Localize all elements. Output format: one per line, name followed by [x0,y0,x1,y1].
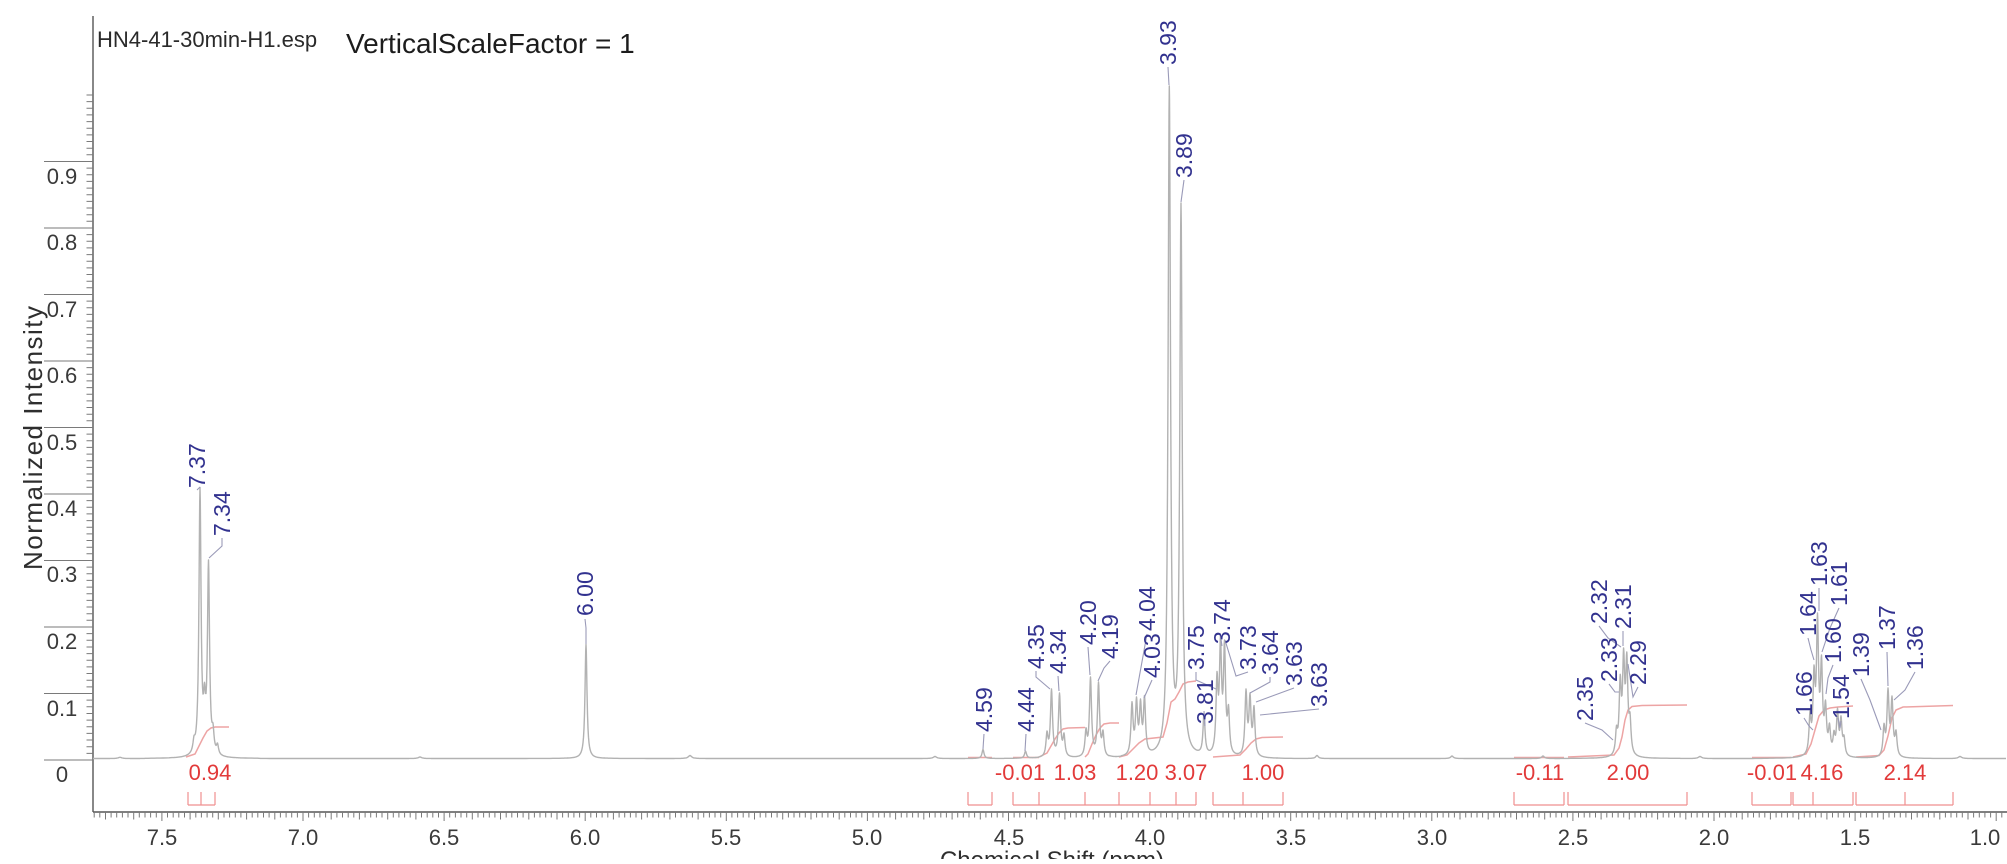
svg-text:3.63: 3.63 [1306,662,1332,707]
svg-text:0.1: 0.1 [47,696,78,721]
svg-text:6.00: 6.00 [572,571,598,616]
svg-text:3.89: 3.89 [1171,133,1197,178]
svg-text:3.74: 3.74 [1209,599,1235,644]
svg-text:7.0: 7.0 [288,825,319,850]
svg-text:4.03: 4.03 [1139,633,1165,678]
svg-text:4.04: 4.04 [1134,586,1160,631]
svg-text:0.9: 0.9 [47,164,78,189]
svg-text:4.44: 4.44 [1013,687,1039,732]
svg-text:1.61: 1.61 [1826,561,1852,606]
svg-text:2.29: 2.29 [1625,640,1651,685]
svg-text:4.59: 4.59 [971,687,997,732]
svg-text:VerticalScaleFactor = 1: VerticalScaleFactor = 1 [346,28,635,59]
svg-text:4.34: 4.34 [1045,629,1071,674]
svg-text:2.32: 2.32 [1586,579,1612,624]
svg-text:3.81: 3.81 [1192,679,1218,724]
svg-text:1.54: 1.54 [1828,674,1854,719]
svg-text:2.33: 2.33 [1596,637,1622,682]
svg-text:Normalized Intensity: Normalized Intensity [18,304,48,570]
svg-text:Chemical Shift (ppm): Chemical Shift (ppm) [940,847,1164,859]
svg-text:4.19: 4.19 [1097,614,1123,659]
svg-text:1.20: 1.20 [1116,760,1159,785]
svg-text:2.31: 2.31 [1610,584,1636,629]
svg-text:3.75: 3.75 [1183,625,1209,670]
svg-text:-0.01: -0.01 [1747,760,1797,785]
svg-text:0.94: 0.94 [189,760,232,785]
svg-text:4.0: 4.0 [1135,825,1166,850]
svg-text:7.37: 7.37 [184,443,210,488]
svg-text:0.8: 0.8 [47,230,78,255]
svg-text:3.73: 3.73 [1235,625,1261,670]
svg-text:1.60: 1.60 [1820,618,1846,663]
svg-text:0.6: 0.6 [47,363,78,388]
svg-text:0.4: 0.4 [47,496,78,521]
svg-text:1.39: 1.39 [1848,632,1874,677]
svg-text:0.5: 0.5 [47,430,78,455]
svg-text:2.35: 2.35 [1572,676,1598,721]
svg-text:2.5: 2.5 [1558,825,1589,850]
svg-text:5.0: 5.0 [852,825,883,850]
svg-text:3.93: 3.93 [1155,20,1181,65]
svg-text:3.07: 3.07 [1165,760,1208,785]
svg-text:HN4-41-30min-H1.esp: HN4-41-30min-H1.esp [97,27,317,52]
svg-text:3.5: 3.5 [1276,825,1307,850]
svg-text:0: 0 [56,762,68,787]
svg-text:1.36: 1.36 [1902,625,1928,670]
svg-text:3.64: 3.64 [1257,630,1283,675]
svg-text:1.64: 1.64 [1795,591,1821,636]
svg-text:1.0: 1.0 [1970,825,2001,850]
svg-text:6.0: 6.0 [570,825,601,850]
svg-text:0.2: 0.2 [47,629,78,654]
svg-text:1.66: 1.66 [1791,671,1817,716]
svg-text:3.0: 3.0 [1417,825,1448,850]
svg-text:1.37: 1.37 [1874,605,1900,650]
svg-text:4.35: 4.35 [1023,624,1049,669]
svg-text:1.03: 1.03 [1054,760,1097,785]
svg-text:3.63: 3.63 [1281,641,1307,686]
svg-text:6.5: 6.5 [429,825,460,850]
svg-text:7.5: 7.5 [147,825,178,850]
svg-text:7.34: 7.34 [209,491,235,536]
svg-text:1.5: 1.5 [1840,825,1871,850]
svg-text:2.0: 2.0 [1699,825,1730,850]
svg-text:1.63: 1.63 [1806,541,1832,586]
svg-text:2.00: 2.00 [1607,760,1650,785]
svg-text:4.5: 4.5 [994,825,1025,850]
svg-text:4.16: 4.16 [1801,760,1844,785]
svg-text:2.14: 2.14 [1884,760,1927,785]
svg-text:0.3: 0.3 [47,562,78,587]
svg-text:1.00: 1.00 [1242,760,1285,785]
svg-text:-0.11: -0.11 [1516,760,1565,785]
svg-text:0.7: 0.7 [47,297,78,322]
svg-text:5.5: 5.5 [711,825,742,850]
svg-text:4.20: 4.20 [1075,600,1101,645]
svg-text:-0.01: -0.01 [995,760,1045,785]
